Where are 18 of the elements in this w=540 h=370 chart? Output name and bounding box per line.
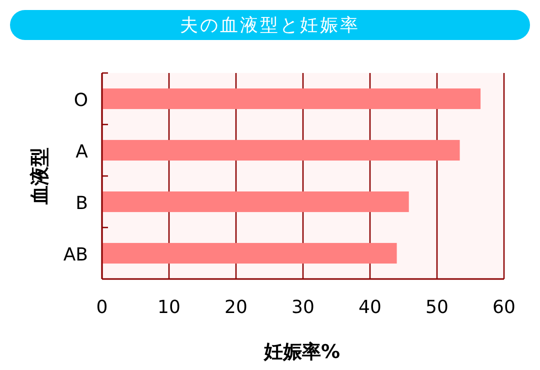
x-tick-label: 60 <box>492 297 516 318</box>
y-tick-label: AB <box>63 244 88 266</box>
bar <box>102 191 409 212</box>
chart-title: 夫の血液型と妊娠率 <box>180 15 360 36</box>
bar <box>102 242 397 264</box>
x-tick-label: 40 <box>358 297 382 318</box>
bar <box>102 140 460 161</box>
x-tick-label: 20 <box>224 297 248 318</box>
y-tick-label: O <box>74 90 88 111</box>
x-tick-label: 10 <box>158 297 180 318</box>
y-tick-label: B <box>76 192 88 214</box>
x-tick-label: 0 <box>96 297 108 318</box>
x-tick-label: 30 <box>292 297 314 318</box>
y-axis-title: 血液型 <box>29 148 51 206</box>
bar <box>102 88 481 110</box>
y-tick-label: A <box>76 141 89 162</box>
x-axis-title: 妊娠率% <box>262 341 340 363</box>
x-tick-label: 50 <box>426 297 448 318</box>
